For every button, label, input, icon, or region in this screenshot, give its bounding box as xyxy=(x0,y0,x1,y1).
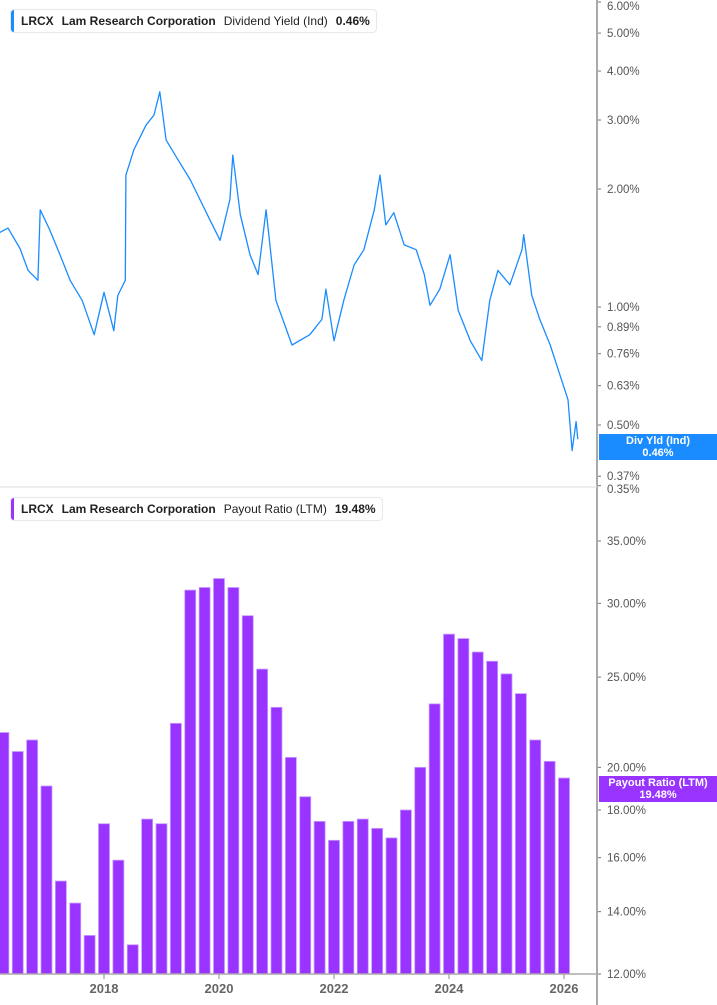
payout-bar[interactable] xyxy=(385,837,398,975)
payout-bars xyxy=(0,578,570,975)
payout-bar[interactable] xyxy=(270,706,283,975)
payout-bar[interactable] xyxy=(514,693,527,975)
payout-bar[interactable] xyxy=(328,839,340,975)
payout-bar[interactable] xyxy=(26,739,39,975)
payout-bar[interactable] xyxy=(486,660,499,975)
x-tick-label: 2022 xyxy=(320,981,349,996)
payout-bar[interactable] xyxy=(471,651,484,975)
legend-ticker: LRCX xyxy=(21,14,54,28)
y-tick-label: 14.00% xyxy=(607,907,646,919)
legend-value: 0.46% xyxy=(335,14,370,28)
y-tick-label: 18.00% xyxy=(607,805,646,817)
x-axis: 2018 2020 2022 2024 2026 xyxy=(90,974,579,996)
y-tick-label: 30.00% xyxy=(607,598,646,610)
payout-bar[interactable] xyxy=(356,818,369,975)
payout-bar[interactable] xyxy=(40,785,53,975)
payout-bar[interactable] xyxy=(500,673,513,975)
top-y-axis: 6.00% 5.00% 4.00% 3.00% 2.00% 1.00% 0.89% 0.76%… xyxy=(597,1,640,496)
payout-bar[interactable] xyxy=(141,818,154,975)
legend-value: 19.48% xyxy=(334,502,376,516)
y-tick-label: 6.00% xyxy=(607,1,640,13)
y-tick-label: 20.00% xyxy=(607,762,646,774)
payout-color-marker xyxy=(11,498,14,520)
top-legend[interactable]: LRCX Lam Research Corporation Dividend Y… xyxy=(10,9,377,33)
payout-current-tag: Payout Ratio (LTM) 19.48% xyxy=(599,776,717,802)
payout-bar[interactable] xyxy=(126,944,139,975)
bottom-legend[interactable]: LRCX Lam Research Corporation Payout Rat… xyxy=(10,497,383,521)
yield-current-tag: Div Yld (Ind) 0.46% xyxy=(599,434,717,460)
payout-bar[interactable] xyxy=(443,633,455,975)
y-tick-label: 3.00% xyxy=(607,115,640,127)
y-tick-label: 16.00% xyxy=(607,853,646,865)
payout-bar[interactable] xyxy=(543,760,556,975)
x-tick-label: 2020 xyxy=(205,981,234,996)
y-tick-label: 2.00% xyxy=(607,184,640,196)
payout-bar[interactable] xyxy=(558,777,570,975)
payout-bar[interactable] xyxy=(112,859,125,975)
payout-bar[interactable] xyxy=(529,739,542,975)
payout-bar[interactable] xyxy=(256,668,269,975)
legend-metric: Payout Ratio (LTM) xyxy=(223,502,327,516)
payout-bar[interactable] xyxy=(227,587,240,975)
payout-bar[interactable] xyxy=(284,756,297,975)
bottom-y-axis: 35.00% 30.00% 25.00% 20.00% 18.00% 16.00% 14.0… xyxy=(597,536,646,981)
y-tick-label: 0.35% xyxy=(607,484,640,496)
y-tick-label: 0.63% xyxy=(607,381,640,393)
dividend-yield-line[interactable] xyxy=(0,91,579,452)
payout-bar[interactable] xyxy=(11,751,24,975)
y-tick-label: 5.00% xyxy=(607,28,640,40)
payout-bar[interactable] xyxy=(414,766,427,975)
yield-line xyxy=(0,91,579,452)
y-tick-label: 35.00% xyxy=(607,536,646,548)
legend-company: Lam Research Corporation xyxy=(61,502,216,516)
x-tick-label: 2026 xyxy=(550,981,579,996)
y-tick-label: 4.00% xyxy=(607,66,640,78)
yield-tag-label: Div Yld (Ind) xyxy=(626,435,690,447)
x-tick-label: 2024 xyxy=(435,981,465,996)
payout-bar[interactable] xyxy=(184,589,197,975)
payout-bar[interactable] xyxy=(54,880,67,975)
legend-metric: Dividend Yield (Ind) xyxy=(223,14,328,28)
payout-bar[interactable] xyxy=(342,820,355,975)
payout-bar[interactable] xyxy=(399,809,412,975)
payout-bar[interactable] xyxy=(213,578,225,975)
payout-bar[interactable] xyxy=(299,796,312,975)
payout-bar[interactable] xyxy=(83,935,96,975)
legend-ticker: LRCX xyxy=(21,502,54,516)
payout-bar[interactable] xyxy=(169,722,182,975)
y-tick-label: 25.00% xyxy=(607,672,646,684)
y-tick-label: 1.00% xyxy=(607,302,640,314)
y-tick-label: 0.76% xyxy=(607,349,640,361)
payout-bar[interactable] xyxy=(98,823,110,975)
legend-company: Lam Research Corporation xyxy=(61,14,216,28)
payout-tag-label: Payout Ratio (LTM) xyxy=(608,777,708,789)
yield-tag-value: 0.46% xyxy=(642,447,674,459)
payout-bar[interactable] xyxy=(457,638,470,975)
payout-bar[interactable] xyxy=(69,902,82,975)
payout-tag-value: 19.48% xyxy=(639,789,677,801)
y-tick-label: 0.89% xyxy=(607,322,640,334)
yield-color-marker xyxy=(11,10,14,32)
payout-bar[interactable] xyxy=(428,703,441,975)
payout-bar[interactable] xyxy=(241,615,254,975)
payout-bar[interactable] xyxy=(371,827,384,975)
y-tick-label: 12.00% xyxy=(607,969,646,981)
payout-bar[interactable] xyxy=(155,823,168,975)
y-tick-label: 0.37% xyxy=(607,471,640,483)
x-tick-label: 2018 xyxy=(90,981,119,996)
payout-bar[interactable] xyxy=(198,587,211,975)
payout-bar[interactable] xyxy=(313,820,326,975)
payout-bar[interactable] xyxy=(0,732,10,975)
y-tick-label: 0.50% xyxy=(607,420,640,432)
